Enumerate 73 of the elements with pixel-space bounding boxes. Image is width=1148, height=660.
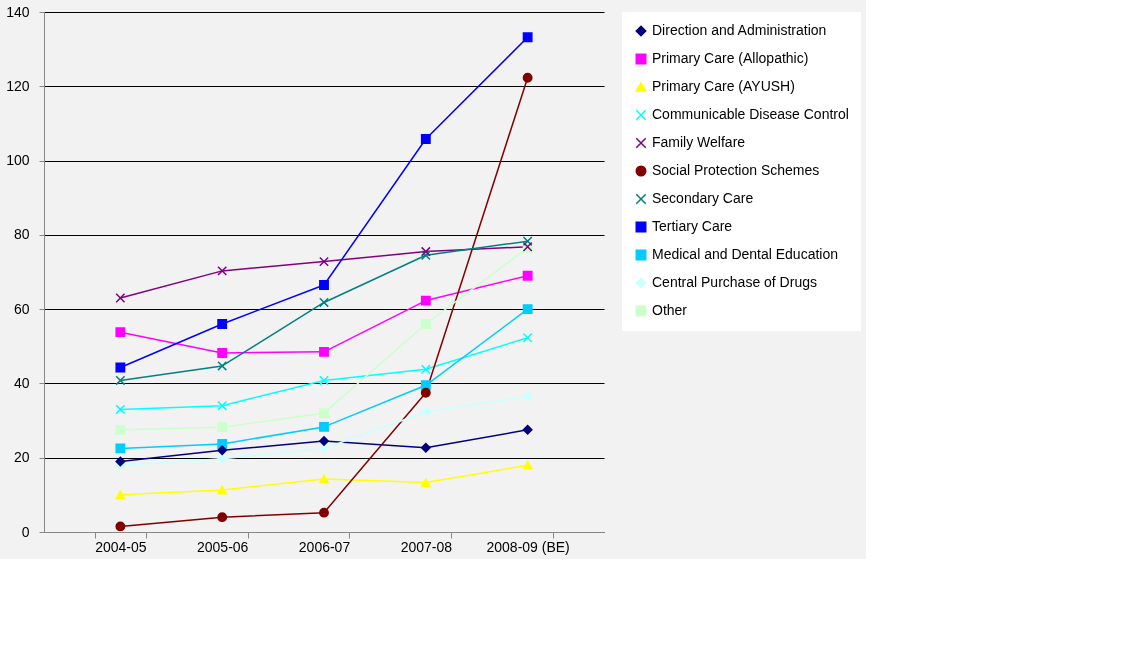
point xyxy=(217,453,228,464)
legend-label: Secondary Care xyxy=(652,190,754,206)
point xyxy=(522,270,533,281)
point xyxy=(420,246,431,257)
x-tick-label: 2006-07 xyxy=(298,538,351,555)
point xyxy=(115,404,126,415)
point xyxy=(115,327,126,338)
x-tick-label: 2005-06 xyxy=(196,538,249,555)
point xyxy=(420,387,431,398)
legend-label: Other xyxy=(652,302,688,318)
point xyxy=(115,443,126,454)
point xyxy=(319,256,329,267)
y-tick-label: 60 xyxy=(13,300,30,317)
point xyxy=(115,456,126,467)
y-tick-label: 80 xyxy=(13,226,30,243)
point xyxy=(420,319,431,329)
point xyxy=(420,407,431,417)
legend-label: Primary Care (AYUSH) xyxy=(652,78,795,94)
point xyxy=(217,348,228,358)
point xyxy=(319,297,329,308)
y-tick-label: 140 xyxy=(6,3,30,20)
point xyxy=(217,422,228,433)
point xyxy=(420,295,431,306)
point xyxy=(420,134,431,144)
point xyxy=(522,391,533,402)
legend-label: Communicable Disease Control xyxy=(652,106,849,122)
point xyxy=(522,424,533,435)
point xyxy=(420,442,431,453)
point xyxy=(319,408,329,419)
point xyxy=(522,32,533,43)
point xyxy=(420,250,431,261)
point xyxy=(522,72,533,83)
point xyxy=(115,362,126,373)
point xyxy=(319,375,329,386)
point xyxy=(115,424,126,435)
y-tick-label: 0 xyxy=(21,523,30,540)
point xyxy=(217,400,228,411)
legend-label: Primary Care (Allopathic) xyxy=(652,50,809,66)
x-tick-label: 2007-08 xyxy=(400,538,453,555)
point xyxy=(217,265,228,276)
y-tick-label: 20 xyxy=(13,449,30,466)
point xyxy=(319,474,329,484)
point xyxy=(217,485,228,495)
legend-label: Social Protection Schemes xyxy=(652,162,820,178)
y-tick-label: 120 xyxy=(6,77,30,94)
x-tick-label: 2004-05 xyxy=(95,538,147,555)
legend-label: Medical and Dental Education xyxy=(652,246,839,262)
y-tick-label: 100 xyxy=(6,152,30,169)
legend-label: Direction and Administration xyxy=(652,22,827,38)
legend-label: Family Welfare xyxy=(652,134,746,150)
point xyxy=(217,512,228,523)
point xyxy=(115,375,126,386)
legend-label: Tertiary Care xyxy=(652,218,733,234)
point xyxy=(319,436,329,446)
point xyxy=(522,460,533,470)
point xyxy=(319,507,329,518)
point xyxy=(217,361,228,371)
point xyxy=(319,421,329,432)
point xyxy=(319,280,329,290)
point xyxy=(420,364,431,375)
point xyxy=(217,319,228,329)
point xyxy=(115,490,126,500)
point xyxy=(522,304,533,315)
point xyxy=(420,478,431,487)
point xyxy=(115,521,126,532)
point xyxy=(319,346,329,357)
point xyxy=(522,332,533,343)
point xyxy=(522,236,533,247)
y-tick-label: 40 xyxy=(13,374,30,391)
point xyxy=(115,293,126,303)
x-tick-label: 2008-09 (BE) xyxy=(486,538,570,555)
legend-label: Central Purchase of Drugs xyxy=(652,274,817,290)
point xyxy=(217,445,228,456)
